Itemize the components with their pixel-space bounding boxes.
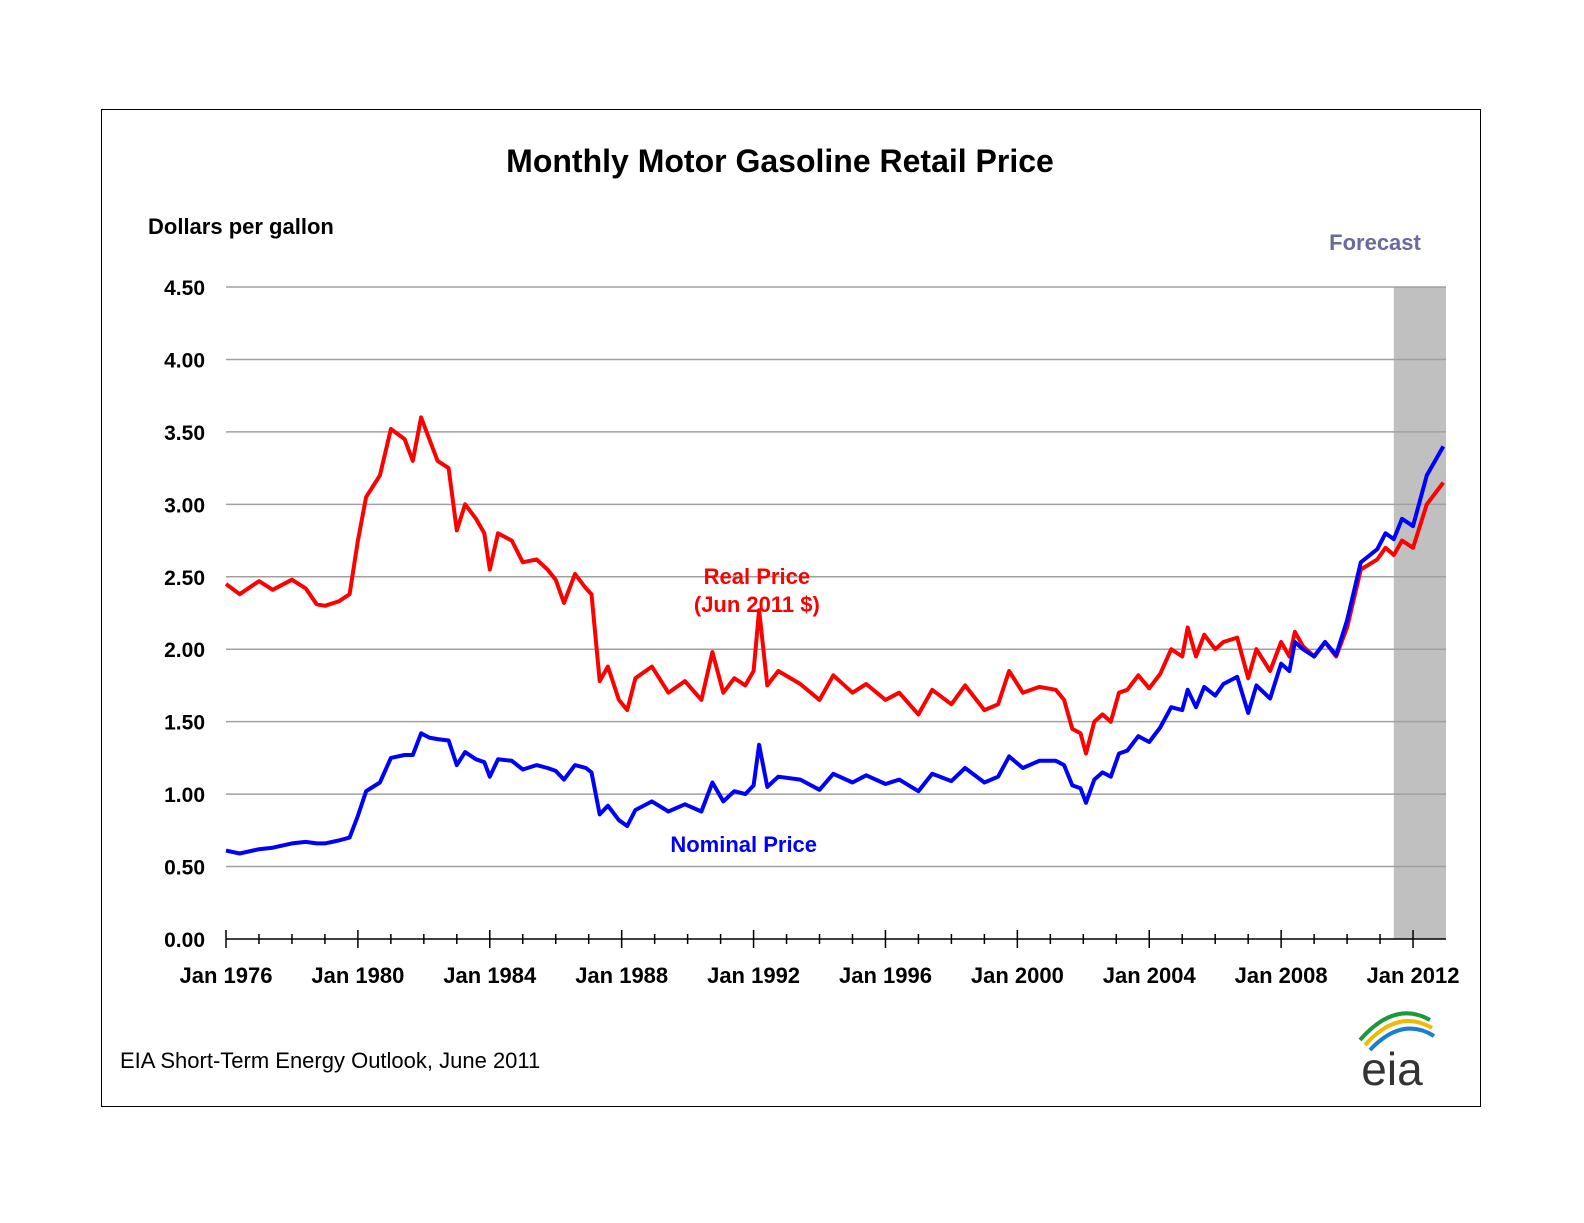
y-tick-label: 0.00 [164, 929, 205, 952]
series-labels: Real Price (Jun 2011 $) Nominal Price [670, 564, 820, 857]
chart-title: Monthly Motor Gasoline Retail Price [506, 143, 1054, 179]
x-tick-label: Jan 1980 [311, 963, 404, 988]
gridlines [226, 286, 1446, 868]
y-tick-label: 0.50 [164, 857, 205, 880]
y-tick-label: 4.00 [164, 349, 205, 372]
eia-logo-text: eia [1361, 1043, 1423, 1095]
series-line-0 [224, 415, 1445, 756]
y-tick-label: 1.00 [164, 784, 205, 807]
source-note: EIA Short-Term Energy Outlook, June 2011 [120, 1048, 540, 1073]
x-tick-label: Jan 2004 [1103, 963, 1197, 988]
series-layer [224, 415, 1446, 856]
series-label: (Jun 2011 $) [694, 592, 820, 617]
forecast-label: Forecast [1329, 230, 1421, 255]
y-tick-label: 3.00 [164, 494, 205, 517]
y-axis-ticks: 0.00 0.50 1.00 1.50 2.00 2.50 3.00 3.50 4.00 4.50 [164, 277, 205, 952]
y-tick-label: 1.50 [164, 712, 205, 735]
x-axis: Jan 1976 Jan 1980 Jan 1984 Jan 1988 Jan 1992… [180, 930, 1460, 988]
y-tick-label: 2.00 [164, 639, 205, 662]
x-tick-label: Jan 1984 [443, 963, 537, 988]
series-label: Real Price [704, 564, 810, 589]
forecast-band [1393, 287, 1446, 939]
y-tick-label: 2.50 [164, 567, 205, 590]
eia-logo-icon: eia [1358, 1011, 1436, 1095]
x-tick-label: Jan 1992 [707, 963, 800, 988]
x-tick-label: Jan 1976 [180, 963, 273, 988]
y-tick-label: 3.50 [164, 422, 205, 445]
series-line-1 [225, 445, 1446, 856]
chart-frame [101, 109, 1481, 1107]
x-tick-label: Jan 1988 [575, 963, 668, 988]
y-tick-label: 4.50 [164, 277, 205, 300]
y-axis-label: Dollars per gallon [148, 214, 334, 239]
x-tick-label: Jan 2008 [1235, 963, 1328, 988]
x-tick-label: Jan 2012 [1367, 963, 1460, 988]
series-label: Nominal Price [670, 832, 817, 857]
x-tick-label: Jan 2000 [971, 963, 1064, 988]
x-tick-label: Jan 1996 [839, 963, 932, 988]
